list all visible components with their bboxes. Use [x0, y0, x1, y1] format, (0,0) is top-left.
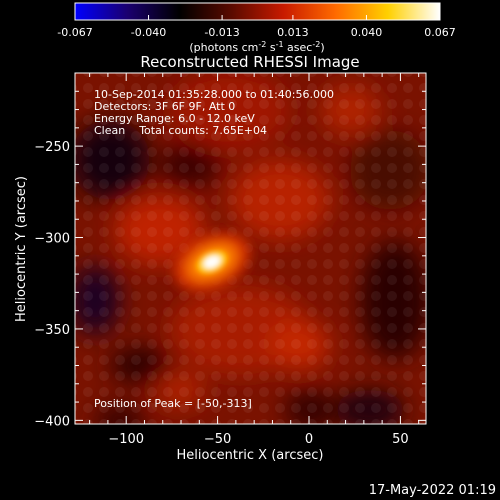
y-tick-label: −300 [34, 232, 70, 247]
colorbar-units-label: (photons cm-2 s-1 asec-2) [189, 40, 324, 54]
colorbar-tick-label: -0.013 [204, 26, 239, 39]
plot-frame [74, 72, 427, 425]
x-tick-label: −100 [108, 432, 144, 447]
x-tick-label: 0 [305, 432, 313, 447]
footer-timestamp: 17-May-2022 01:19 [369, 483, 496, 498]
colorbar-gradient [74, 2, 441, 21]
y-axis: −400 −350 −300 −250 [34, 72, 426, 429]
heatmap-image [75, 73, 426, 424]
annotation-time-range: 10-Sep-2014 01:35:28.000 to 01:40:56.000 [94, 88, 334, 101]
annotation-energy-range: Energy Range: 6.0 - 12.0 keV [94, 112, 255, 125]
colorbar-tick-label: -0.040 [131, 26, 166, 39]
annotation-peak-position: Position of Peak = [-50,-313] [94, 397, 252, 410]
x-tick-label: −50 [204, 432, 231, 447]
colorbar-tick-label: 0.067 [424, 26, 456, 39]
annotations: 10-Sep-2014 01:35:28.000 to 01:40:56.000… [94, 88, 334, 410]
x-tick-label: 50 [392, 432, 409, 447]
colorbar-tick-label: 0.013 [277, 26, 309, 39]
x-axis-label: Heliocentric X (arcsec) [177, 448, 324, 463]
chart-title: Reconstructed RHESSI Image [140, 53, 359, 71]
y-axis-label: Heliocentric Y (arcsec) [14, 176, 29, 322]
colorbar-tick-label: -0.067 [57, 26, 92, 39]
y-tick-label: −350 [34, 323, 70, 338]
x-axis: −100 −50 0 50 [89, 73, 420, 447]
colorbar-ticks: -0.067 -0.040 -0.013 0.013 0.040 0.067 [57, 15, 456, 39]
colorbar-tick-label: 0.040 [351, 26, 383, 39]
y-tick-label: −250 [34, 140, 70, 155]
annotation-detectors: Detectors: 3F 6F 9F, Att 0 [94, 100, 235, 113]
y-tick-label: −400 [34, 414, 70, 429]
annotation-method-counts: Clean Total counts: 7.65E+04 [94, 124, 267, 137]
colorbar: -0.067 -0.040 -0.013 0.013 0.040 0.067 (photo… [57, 2, 456, 54]
